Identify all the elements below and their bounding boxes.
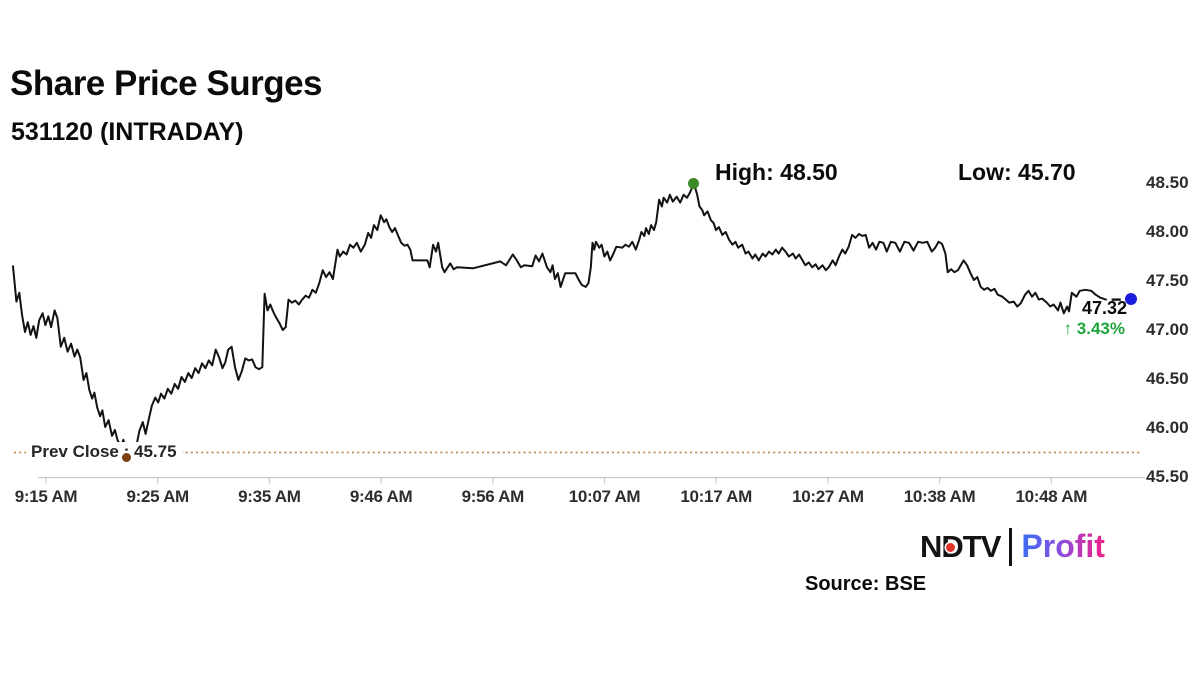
y-axis-label: 46.00 [1146, 418, 1189, 437]
x-axis-label: 10:48 AM [1015, 487, 1088, 506]
high-annotation: High: 48.50 [715, 159, 838, 185]
x-axis-label: 9:15 AM [14, 487, 78, 506]
y-axis-label: 48.00 [1146, 222, 1189, 241]
x-axis-label: 9:35 AM [238, 487, 301, 506]
y-axis-label: 48.50 [1146, 173, 1189, 192]
page-subtitle: 531120 (INTRADAY) [11, 118, 244, 146]
x-axis-label: 9:46 AM [349, 487, 413, 506]
x-axis-label: 9:25 AM [126, 487, 189, 506]
y-axis-label: 46.50 [1146, 369, 1189, 388]
logo-separator [1009, 528, 1013, 566]
ndtv-logo-text: NDTV [920, 529, 1001, 564]
prev-close-label: Prev Close : 45.75 [26, 442, 182, 462]
low-annotation: Low: 45.70 [958, 159, 1076, 185]
x-axis-label: 10:38 AM [903, 487, 976, 506]
x-axis-label: 9:56 AM [461, 487, 525, 506]
profit-logo-text: Profit [1021, 528, 1105, 564]
last-price-label: 47.32 [1081, 298, 1127, 318]
last-price-marker [1125, 292, 1137, 305]
y-axis-label: 45.50 [1146, 467, 1189, 486]
high-point-marker [688, 177, 700, 189]
change-percent-label: ↑ 3.43% [1063, 319, 1125, 338]
x-axis-label: 10:27 AM [792, 487, 864, 506]
y-axis-label: 47.50 [1146, 271, 1189, 290]
source-label: Source: BSE [805, 573, 927, 595]
page-title: Share Price Surges [10, 64, 323, 103]
price-line [12, 182, 1107, 459]
y-axis-label: 47.00 [1146, 320, 1189, 339]
low-point-marker [122, 452, 132, 462]
x-axis-label: 10:17 AM [680, 487, 752, 506]
x-axis-label: 10:07 AM [568, 487, 641, 506]
ndtv-profit-logo: NDTV Profit [920, 528, 1105, 572]
ndtv-red-dot-icon [946, 543, 955, 552]
